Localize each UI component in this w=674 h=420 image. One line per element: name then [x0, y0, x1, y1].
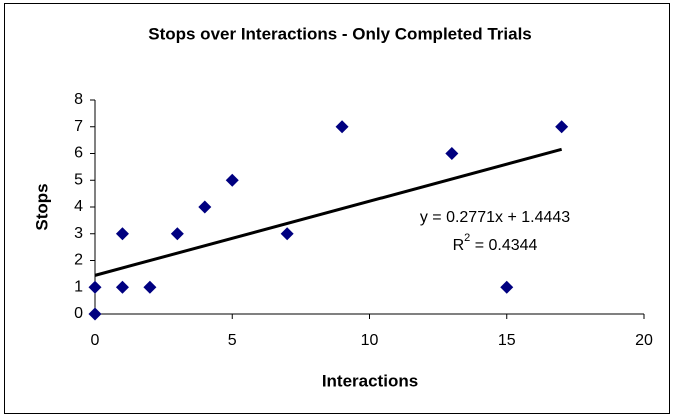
data-point: [445, 147, 459, 160]
y-axis-label: Stops: [32, 183, 51, 230]
data-point: [170, 227, 184, 241]
data-point: [555, 120, 569, 134]
y-tick-label: 1: [74, 278, 83, 295]
y-tick-label: 5: [74, 171, 83, 188]
y-tick-label: 6: [74, 145, 83, 162]
y-tick-label: 3: [74, 225, 83, 242]
data-point: [88, 280, 102, 294]
data-point: [143, 280, 157, 294]
x-axis-label: Interactions: [322, 371, 418, 390]
data-point: [500, 280, 514, 294]
r-squared-exponent: 2: [464, 232, 470, 244]
r-squared-value: = 0.4344: [470, 237, 537, 254]
y-tick-label: 2: [74, 252, 83, 269]
data-point: [115, 227, 129, 241]
y-tick-label: 7: [74, 118, 83, 135]
r-squared-r: R: [453, 237, 465, 254]
trendline-equation: y = 0.2771x + 1.4443: [420, 209, 570, 226]
data-point: [198, 200, 212, 214]
data-point: [280, 227, 294, 241]
x-tick-label: 15: [498, 332, 516, 349]
y-tick-label: 4: [74, 198, 83, 215]
x-tick-label: 10: [361, 332, 379, 349]
data-point: [115, 280, 129, 294]
y-tick-label: 8: [74, 91, 83, 108]
trendline: [94, 147, 563, 277]
y-tick-label: 0: [74, 305, 83, 322]
data-point: [88, 307, 102, 321]
x-tick-label: 20: [635, 332, 653, 349]
data-point: [225, 173, 239, 187]
chart-title: Stops over Interactions - Only Completed…: [148, 24, 532, 43]
r-squared: R2 = 0.4344: [453, 232, 538, 254]
x-tick-label: 0: [91, 332, 100, 349]
data-point: [335, 120, 349, 134]
x-tick-label: 5: [228, 332, 237, 349]
